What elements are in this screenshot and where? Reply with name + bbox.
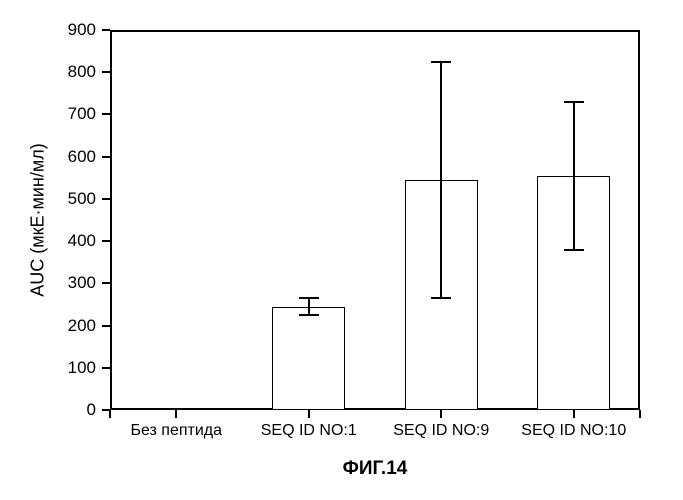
- y-tick-label: 800: [0, 62, 96, 82]
- x-tick: [639, 410, 641, 418]
- y-tick-label: 100: [0, 358, 96, 378]
- y-tick: [102, 367, 110, 369]
- error-cap: [431, 61, 451, 63]
- x-tick: [308, 410, 310, 418]
- error-cap: [299, 297, 319, 299]
- y-tick-label: 0: [0, 400, 96, 420]
- y-tick: [102, 113, 110, 115]
- y-tick-label: 200: [0, 316, 96, 336]
- x-tick-label: SEQ ID NO:10: [521, 422, 626, 440]
- error-line: [308, 298, 310, 315]
- y-tick-label: 700: [0, 104, 96, 124]
- y-tick: [102, 71, 110, 73]
- bar: [140, 408, 213, 410]
- y-tick-label: 900: [0, 20, 96, 40]
- y-tick: [102, 29, 110, 31]
- error-cap: [431, 297, 451, 299]
- bar: [272, 307, 345, 410]
- error-line: [573, 102, 575, 250]
- x-tick: [175, 410, 177, 418]
- error-cap: [564, 101, 584, 103]
- y-tick: [102, 240, 110, 242]
- y-tick: [102, 156, 110, 158]
- x-tick: [573, 410, 575, 418]
- error-line: [440, 62, 442, 298]
- x-tick: [109, 410, 111, 418]
- x-tick: [440, 410, 442, 418]
- x-tick-label: SEQ ID NO:1: [261, 422, 357, 440]
- figure-label: ФИГ.14: [343, 458, 408, 480]
- x-tick-label: Без пептида: [130, 422, 222, 440]
- bar-chart: 0100200300400500600700800900 Без пептида…: [0, 0, 683, 500]
- error-cap: [299, 314, 319, 316]
- y-tick: [102, 198, 110, 200]
- x-tick-label: SEQ ID NO:9: [393, 422, 489, 440]
- y-axis-title: AUC (мкЕ·мин/мл): [28, 143, 49, 297]
- y-tick: [102, 282, 110, 284]
- error-cap: [564, 249, 584, 251]
- y-tick: [102, 325, 110, 327]
